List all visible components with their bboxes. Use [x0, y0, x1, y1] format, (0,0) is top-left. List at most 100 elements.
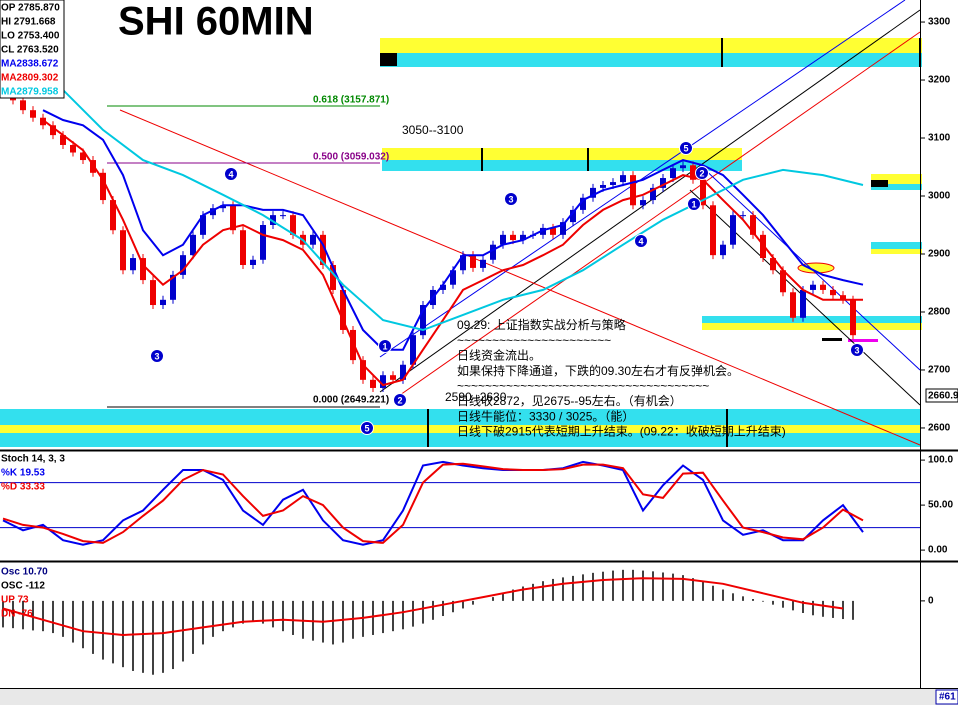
candle [30, 110, 36, 118]
wave-label: 2 [699, 168, 704, 178]
note: 2590--2630 [445, 390, 507, 404]
candle [550, 227, 556, 235]
series-line [2, 460, 864, 546]
band [702, 323, 922, 330]
candle [60, 135, 66, 145]
trend-line [379, 9, 921, 393]
y-tick-label: 100.0 [928, 455, 953, 466]
panel-frames [0, 0, 958, 689]
candle [290, 215, 296, 235]
wave-label: 3 [154, 351, 159, 361]
wave-label: 3 [508, 194, 513, 204]
band [871, 174, 922, 184]
candle [500, 234, 506, 245]
candle [570, 209, 576, 223]
candle [340, 289, 346, 330]
wave-marker [850, 343, 864, 357]
bar-count-box [935, 689, 958, 705]
candle [760, 234, 766, 259]
candle [620, 175, 626, 183]
candle [600, 184, 606, 188]
band-marker [848, 339, 878, 342]
candle [470, 255, 476, 268]
candle [220, 205, 226, 209]
last-price-box [925, 388, 958, 403]
wave-label: 5 [364, 423, 369, 433]
band [380, 53, 922, 67]
band [871, 184, 922, 190]
candle [480, 259, 486, 268]
candle [400, 364, 406, 380]
trend-line [119, 109, 921, 446]
commentary-line: 日线牛能位：3330 / 3025。（能） [457, 408, 634, 423]
candle [40, 117, 46, 126]
candle [130, 258, 136, 271]
band [382, 148, 742, 160]
candle [360, 360, 366, 380]
band [0, 433, 920, 447]
candle [170, 274, 176, 300]
candle [780, 270, 786, 293]
zone-bands [0, 38, 922, 447]
legend-entry: MA2838.672 [1, 59, 59, 70]
osc-label: UP 73 [1, 595, 29, 606]
fib-label: 0.500 (3059.032) [313, 152, 389, 163]
y-tick-label: 3200 [928, 75, 951, 86]
candle [250, 259, 256, 266]
wave-label: 1 [691, 199, 696, 209]
note: 3050--3100 [402, 123, 464, 137]
candle [140, 258, 146, 281]
band [871, 249, 922, 254]
fib-label: 0.000 (2649.221) [313, 395, 389, 406]
series-line [2, 462, 864, 544]
wave-marker [695, 166, 709, 180]
candle [630, 175, 636, 206]
wave-label: 4 [228, 169, 233, 179]
legend-entry: %K 19.53 [1, 468, 45, 479]
commentary-line: ~~~~~~~~~~~~~~~~~~~~~~~~~~~~~~~~~~~~ [457, 379, 709, 393]
y-tick-label: 3000 [928, 191, 951, 202]
candle [810, 284, 816, 290]
candle [730, 215, 736, 245]
commentary-line: 09.29: 上证指数实战分析与策略 [457, 317, 626, 332]
wave-marker [504, 192, 518, 206]
readout: OP 2785.870 HI 2791.668 LO 2753.400 CL 2… [0, 0, 65, 99]
candle [260, 225, 266, 260]
candle [200, 215, 206, 235]
candle [190, 234, 196, 256]
candle [490, 244, 496, 260]
candle [460, 255, 466, 271]
candle [410, 335, 416, 365]
y-tick-label: 0 [928, 596, 934, 607]
candle [770, 258, 776, 271]
candle [390, 375, 396, 380]
band [0, 425, 920, 433]
y-tick-label: 0.00 [928, 545, 948, 556]
band-marker [380, 53, 397, 66]
commentary-line: 如果保持下降通道，下跌的09.30左右才有反弹机会。 [457, 363, 739, 378]
legend-entry: %D 33.33 [1, 482, 45, 493]
wave-label: 4 [638, 236, 643, 246]
candle [750, 215, 756, 235]
candle [670, 168, 676, 179]
candle [80, 152, 86, 161]
candle [560, 222, 566, 235]
candle [640, 200, 646, 206]
chart-title: SHI 60MIN [118, 0, 314, 44]
candle [650, 187, 656, 201]
candle [540, 227, 546, 235]
candle [720, 244, 726, 256]
band [382, 160, 742, 171]
readout-text: CL 2763.520 [1, 45, 59, 56]
candle [820, 284, 826, 290]
candle [240, 230, 246, 266]
wave-marker [634, 234, 648, 248]
bar-count-label: #61 [939, 692, 956, 703]
legend-entry: MA2879.958 [1, 87, 59, 98]
candle [280, 215, 286, 217]
band [871, 242, 922, 249]
y-tick-label: 2900 [928, 249, 951, 260]
band-marker [871, 180, 888, 187]
fib-label: 0.618 (3157.871) [313, 95, 389, 106]
band [702, 316, 922, 323]
